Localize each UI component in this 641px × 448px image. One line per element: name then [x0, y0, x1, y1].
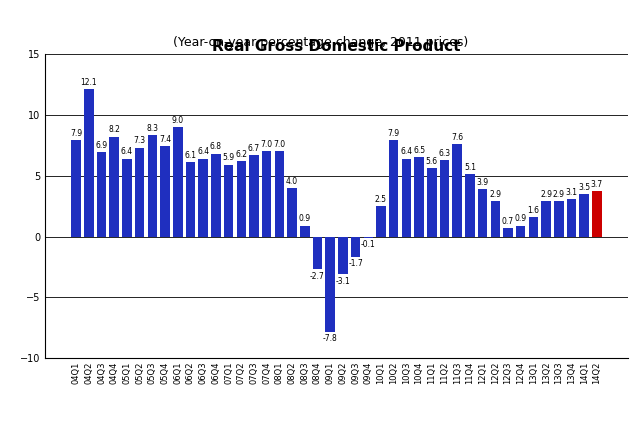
Text: 0.9: 0.9 — [515, 215, 527, 224]
Text: 6.2: 6.2 — [235, 150, 247, 159]
Text: 7.3: 7.3 — [133, 136, 146, 146]
Text: 7.0: 7.0 — [273, 140, 285, 149]
Text: 6.4: 6.4 — [401, 147, 412, 156]
Text: 5.6: 5.6 — [426, 157, 438, 166]
Text: 6.9: 6.9 — [96, 141, 108, 150]
Bar — [351, 237, 360, 257]
Text: (Year-on-year percentage change, 2011 prices): (Year-on-year percentage change, 2011 pr… — [173, 36, 468, 49]
Bar — [186, 162, 196, 237]
Bar — [71, 140, 81, 237]
Text: 7.4: 7.4 — [159, 135, 171, 144]
Bar — [287, 188, 297, 237]
Text: -2.7: -2.7 — [310, 271, 325, 280]
Bar — [529, 217, 538, 237]
Bar — [84, 89, 94, 237]
Bar — [173, 127, 183, 237]
Text: 2.5: 2.5 — [375, 195, 387, 204]
Text: -3.1: -3.1 — [335, 276, 350, 285]
Bar — [135, 147, 144, 237]
Title: Real Gross Domestic Product: Real Gross Domestic Product — [212, 39, 461, 54]
Bar — [402, 159, 411, 237]
Bar — [274, 151, 284, 237]
Bar — [592, 191, 602, 237]
Text: 6.4: 6.4 — [197, 147, 209, 156]
Bar — [160, 146, 170, 237]
Bar — [389, 140, 399, 237]
Bar — [110, 137, 119, 237]
Bar — [147, 135, 157, 237]
Text: 8.2: 8.2 — [108, 125, 121, 134]
Bar — [465, 174, 474, 237]
Bar — [376, 206, 386, 237]
Bar — [122, 159, 131, 237]
Bar — [97, 152, 106, 237]
Text: 7.9: 7.9 — [388, 129, 400, 138]
Bar — [249, 155, 259, 237]
Text: 4.0: 4.0 — [286, 177, 298, 185]
Text: 3.5: 3.5 — [578, 183, 590, 192]
Text: 7.0: 7.0 — [261, 140, 272, 149]
Text: 7.6: 7.6 — [451, 133, 463, 142]
Text: 6.1: 6.1 — [185, 151, 196, 160]
Text: 6.8: 6.8 — [210, 142, 222, 151]
Text: 12.1: 12.1 — [81, 78, 97, 87]
Text: 9.0: 9.0 — [172, 116, 184, 125]
Bar — [453, 144, 462, 237]
Bar — [211, 154, 221, 237]
Bar — [503, 228, 513, 237]
Text: 5.9: 5.9 — [222, 154, 235, 163]
Bar — [440, 160, 449, 237]
Text: 2.9: 2.9 — [553, 190, 565, 199]
Text: -1.7: -1.7 — [348, 259, 363, 268]
Bar — [414, 157, 424, 237]
Text: 2.9: 2.9 — [489, 190, 501, 199]
Bar — [224, 165, 233, 237]
Bar — [579, 194, 589, 237]
Bar — [338, 237, 347, 274]
Bar — [490, 201, 500, 237]
Text: 0.7: 0.7 — [502, 217, 514, 226]
Bar — [542, 201, 551, 237]
Text: 2.9: 2.9 — [540, 190, 552, 199]
Text: 3.7: 3.7 — [591, 180, 603, 189]
Text: 6.4: 6.4 — [121, 147, 133, 156]
Text: 3.9: 3.9 — [476, 178, 488, 187]
Bar — [326, 237, 335, 332]
Text: 0.9: 0.9 — [299, 215, 311, 224]
Bar — [313, 237, 322, 269]
Bar — [516, 226, 526, 237]
Text: 6.5: 6.5 — [413, 146, 425, 155]
Text: -7.8: -7.8 — [323, 334, 338, 343]
Text: 5.1: 5.1 — [464, 163, 476, 172]
Text: 8.3: 8.3 — [146, 124, 158, 133]
Text: -0.1: -0.1 — [361, 240, 376, 249]
Bar — [199, 159, 208, 237]
Bar — [478, 189, 487, 237]
Bar — [427, 168, 437, 237]
Text: 7.9: 7.9 — [70, 129, 82, 138]
Text: 6.7: 6.7 — [248, 144, 260, 153]
Bar — [262, 151, 271, 237]
Text: 6.3: 6.3 — [438, 149, 451, 158]
Bar — [237, 161, 246, 237]
Text: 3.1: 3.1 — [565, 188, 578, 197]
Bar — [554, 201, 563, 237]
Bar — [567, 199, 576, 237]
Bar — [300, 226, 310, 237]
Bar — [363, 237, 373, 238]
Text: 1.6: 1.6 — [528, 206, 539, 215]
